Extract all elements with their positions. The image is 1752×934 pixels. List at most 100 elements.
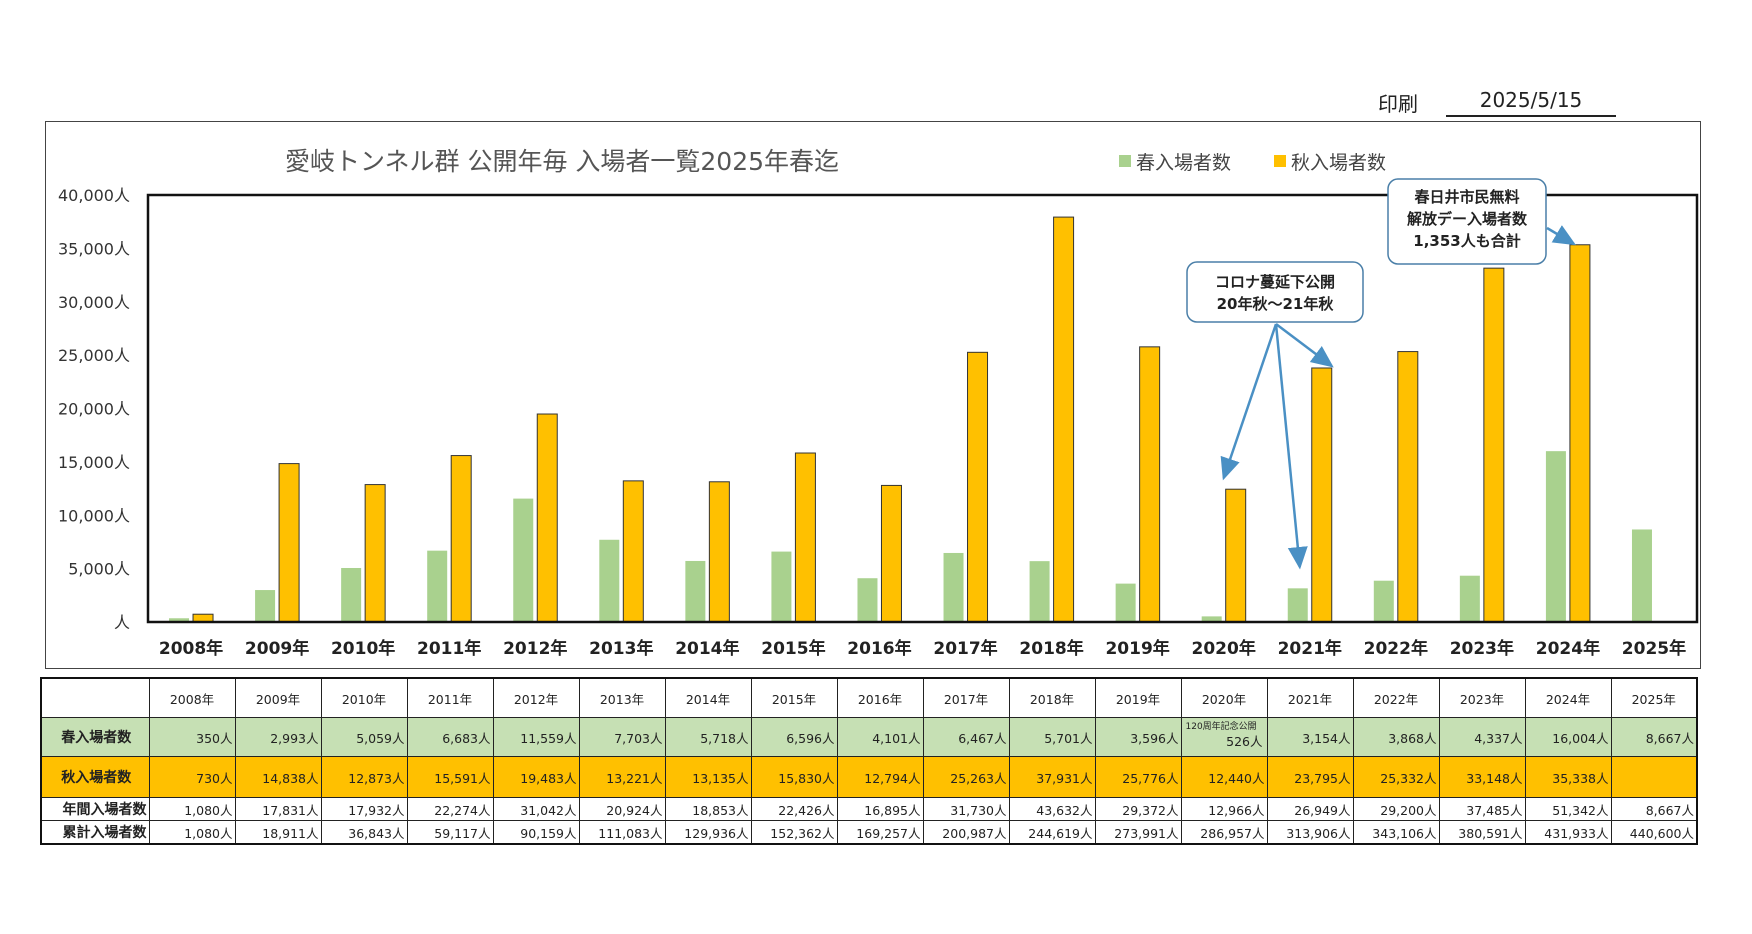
x-tick-label: 2020年 <box>1192 638 1256 659</box>
y-tick-label: 5,000人 <box>68 560 130 579</box>
table-year-header: 2012年 <box>492 677 580 718</box>
bar-autumn <box>1569 244 1591 623</box>
legend-swatch <box>1274 155 1286 167</box>
table-cell: 4,337人 <box>1438 717 1526 757</box>
table-cell: 35,338人 <box>1524 756 1612 798</box>
table-cell-value: 526人 <box>1226 734 1263 749</box>
plot-area <box>146 193 1699 624</box>
table-cell: 3,596人 <box>1094 717 1182 757</box>
y-tick-label: 10,000人 <box>58 506 130 525</box>
table-cell: 12,440人 <box>1180 756 1268 798</box>
bar-spring <box>1373 580 1394 622</box>
x-tick-label: 2017年 <box>933 638 997 659</box>
table-year-header: 2016年 <box>836 677 924 718</box>
bar-spring <box>169 618 190 622</box>
bar-spring <box>685 560 706 622</box>
table-cell: 59,117人 <box>406 820 494 845</box>
table-row-label: 累計入場者数 <box>40 820 150 845</box>
bar-spring <box>943 552 964 622</box>
table-cell: 350人 <box>148 717 236 757</box>
chart-title: 愛岐トンネル群 公開年毎 入場者一覧2025年春迄 <box>285 147 839 176</box>
bar-spring <box>255 590 276 622</box>
bar-autumn <box>1483 267 1505 623</box>
table-cell: 7,703人 <box>578 717 666 757</box>
table-cell: 6,683人 <box>406 717 494 757</box>
bar-spring <box>1459 575 1480 622</box>
x-tick-label: 2022年 <box>1364 638 1428 659</box>
table-year-header: 2008年 <box>148 677 236 718</box>
bar-autumn <box>1397 351 1419 623</box>
legend-swatch <box>1119 155 1131 167</box>
bar-spring <box>1631 529 1652 622</box>
bar-autumn <box>364 484 386 623</box>
table-header-row: 2008年 2009年 2010年 2011年 2012年 2013年 2014年 2015年… <box>40 677 1698 718</box>
table-row-label: 春入場者数 <box>40 717 150 757</box>
table-cell: 33,148人 <box>1438 756 1526 798</box>
print-date: 2025/5/15 <box>1446 88 1616 117</box>
bar-autumn <box>278 463 300 623</box>
legend-label: 春入場者数 <box>1136 152 1231 174</box>
table-year-header: 2014年 <box>664 677 752 718</box>
bar-autumn <box>794 452 816 623</box>
table-cell: 2,993人 <box>234 717 322 757</box>
table-year-header: 2009年 <box>234 677 322 718</box>
annotation-text: 解放デー入場者数 <box>1407 210 1528 228</box>
table-cell: 1,080人 <box>148 820 236 845</box>
x-tick-label: 2016年 <box>847 638 911 659</box>
table-cell: 152,362人 <box>750 820 838 845</box>
table-year-header: 2018年 <box>1008 677 1096 718</box>
bar-spring <box>513 498 534 622</box>
table-cell: 25,332人 <box>1352 756 1440 798</box>
table-year-header: 2013年 <box>578 677 666 718</box>
table-cell: 12,873人 <box>320 756 408 798</box>
bar-spring <box>1545 451 1566 622</box>
annotation-text: 春日井市民無料 <box>1414 188 1519 206</box>
y-tick-label: 人 <box>114 613 130 632</box>
table-cell: 13,221人 <box>578 756 666 798</box>
table-cell: 19,483人 <box>492 756 580 798</box>
table-cell: 25,776人 <box>1094 756 1182 798</box>
x-tick-label: 2008年 <box>159 638 223 659</box>
annotation-arrow <box>1275 323 1334 368</box>
table-year-header: 2017年 <box>922 677 1010 718</box>
table-cell: 343,106人 <box>1352 820 1440 845</box>
bar-autumn <box>880 484 902 623</box>
table-cell: 129,936人 <box>664 820 752 845</box>
bar-autumn <box>1053 216 1075 623</box>
table-cell: 169,257人 <box>836 820 924 845</box>
bar-autumn <box>1311 367 1333 623</box>
bar-spring <box>599 539 620 622</box>
table-cell: 3,868人 <box>1352 717 1440 757</box>
table-cell: 22,426人 <box>750 797 838 821</box>
table-cell: 6,596人 <box>750 717 838 757</box>
table-row: 累計入場者数 1,080人 18,911人 36,843人 59,117人 90,159人… <box>40 820 1698 845</box>
table-year-header: 2022年 <box>1352 677 1440 718</box>
table-cell: 3,154人 <box>1266 717 1354 757</box>
table-cell: 36,843人 <box>320 820 408 845</box>
table-year-header: 2024年 <box>1524 677 1612 718</box>
visitor-data-table: 2008年 2009年 2010年 2011年 2012年 2013年 2014年 2015年… <box>40 677 1698 845</box>
table-cell: 244,619人 <box>1008 820 1096 845</box>
x-tick-label: 2024年 <box>1536 638 1600 659</box>
annotation-box <box>1186 261 1364 323</box>
table-year-header: 2019年 <box>1094 677 1182 718</box>
table-cell: 14,838人 <box>234 756 322 798</box>
annotation-arrow <box>1546 225 1577 246</box>
table-cell: 18,853人 <box>664 797 752 821</box>
table-row: 秋入場者数 730人 14,838人 12,873人 15,591人 19,483人 13,… <box>40 756 1698 798</box>
y-tick-label: 40,000人 <box>58 186 130 205</box>
table-cell: 90,159人 <box>492 820 580 845</box>
table-cell: 51,342人 <box>1524 797 1612 821</box>
table-cell: 273,991人 <box>1094 820 1182 845</box>
table-cell: 17,932人 <box>320 797 408 821</box>
legend-label: 秋入場者数 <box>1291 152 1386 174</box>
table-cell: 313,906人 <box>1266 820 1354 845</box>
y-tick-label: 30,000人 <box>58 293 130 312</box>
table-cell-note: 120周年記念公開 <box>1185 722 1257 732</box>
bar-spring <box>1287 588 1308 622</box>
table-corner-cell <box>40 677 150 718</box>
table-cell: 11,559人 <box>492 717 580 757</box>
table-cell: 26,949人 <box>1266 797 1354 821</box>
y-tick-label: 35,000人 <box>58 239 130 258</box>
table-cell: 5,059人 <box>320 717 408 757</box>
